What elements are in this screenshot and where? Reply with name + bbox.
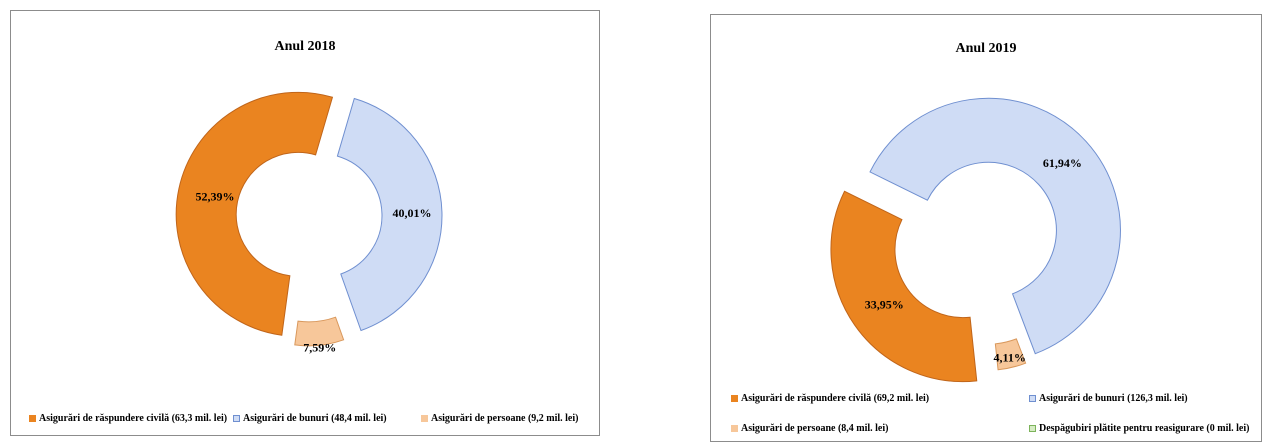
legend-item-bunuri: Asigurări de bunuri (48,4 mil. lei) — [233, 413, 387, 424]
donut-chart-2018: 52,39% 40,01% 7,59% — [175, 91, 443, 354]
chart-title: Anul 2018 — [274, 39, 336, 54]
slice-persoane — [994, 338, 1027, 371]
data-label: 61,94% — [1043, 156, 1082, 170]
chart-title: Anul 2019 — [955, 41, 1017, 56]
slice-persoane — [294, 316, 345, 347]
legend-label: Asigurări de bunuri (126,3 mil. lei) — [1039, 393, 1188, 404]
legend-swatch-persoane — [421, 415, 428, 422]
legend-label: Asigurări de persoane (8,4 mil. lei) — [741, 423, 889, 434]
slice-bunuri — [869, 97, 1121, 355]
legend-label: Asigurări de răspundere civilă (63,3 mil… — [39, 413, 228, 424]
legend-item-raspundere: Asigurări de răspundere civilă (63,3 mil… — [29, 413, 227, 424]
legend-swatch-bunuri — [1029, 395, 1036, 402]
legend-item-raspundere: Asigurări de răspundere civilă (69,2 mil… — [731, 393, 929, 404]
legend-item-despagubiri: Despăgubiri plătite pentru reasigurare (… — [1029, 423, 1249, 434]
legend-item-bunuri: Asigurări de bunuri (126,3 mil. lei) — [1029, 393, 1188, 404]
legend-swatch-raspundere — [29, 415, 36, 422]
legend-swatch-bunuri — [233, 415, 240, 422]
data-label: 33,95% — [865, 297, 904, 311]
legend-label: Despăgubiri plătite pentru reasigurare (… — [1039, 423, 1250, 434]
legend-swatch-raspundere — [731, 395, 738, 402]
legend-swatch-despagubiri — [1029, 425, 1036, 432]
slice-raspundere — [175, 91, 334, 336]
legend-label: Asigurări de bunuri (48,4 mil. lei) — [243, 413, 387, 424]
slice-bunuri — [336, 97, 443, 332]
data-label: 52,39% — [196, 190, 235, 204]
donut-chart-2019: 33,95% 61,94% 4,11% — [830, 97, 1121, 383]
chart-panel-2019: Anul 2019 33,95% 61,94% 4,11% Asigurări de… — [710, 14, 1262, 442]
slice-raspundere — [830, 190, 978, 383]
legend-swatch-persoane — [731, 425, 738, 432]
chart-panel-2018: Anul 2018 52,39% 40,01% 7,59% Asigurări de… — [10, 10, 600, 436]
legend-label: Asigurări de persoane (9,2 mil. lei) — [431, 413, 579, 424]
legend-item-persoane: Asigurări de persoane (9,2 mil. lei) — [421, 413, 578, 424]
data-label: 40,01% — [392, 206, 431, 220]
legend-label: Asigurări de răspundere civilă (69,2 mil… — [741, 393, 930, 404]
data-label: 4,11% — [994, 351, 1026, 365]
legend-item-persoane: Asigurări de persoane (8,4 mil. lei) — [731, 423, 888, 434]
data-label: 7,59% — [303, 340, 336, 354]
